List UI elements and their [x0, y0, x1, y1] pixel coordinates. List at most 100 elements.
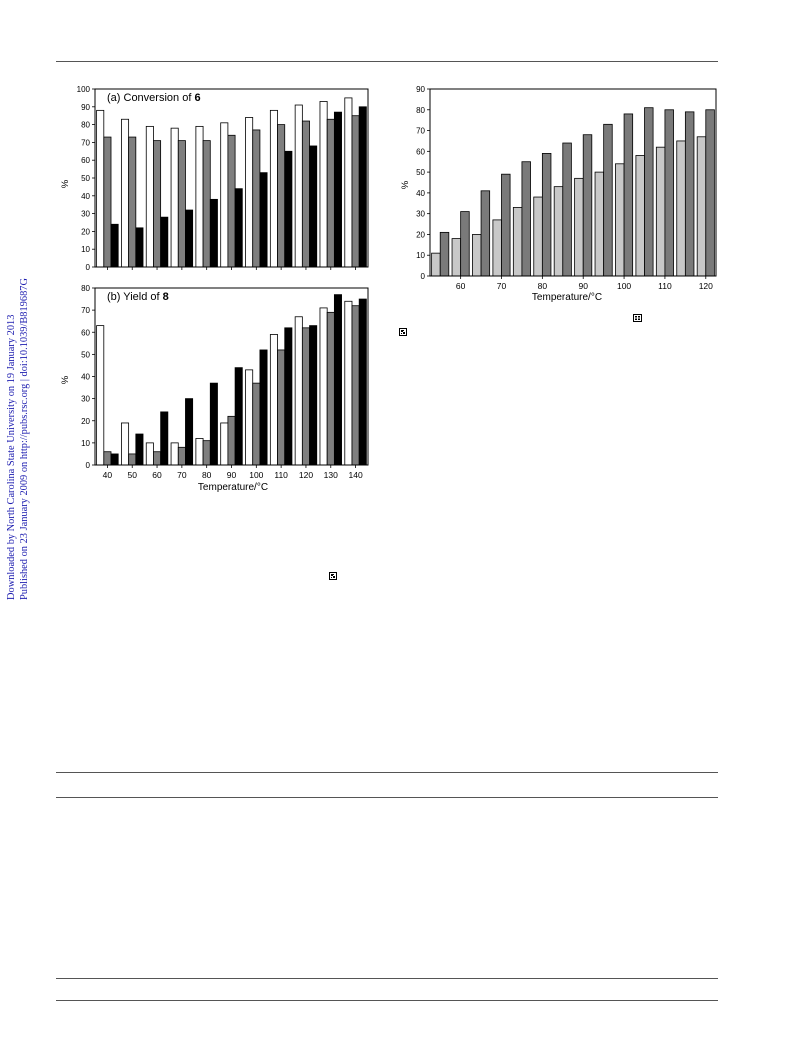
bar [110, 223, 119, 268]
y-tick-label: 0 [86, 461, 91, 470]
bar [170, 442, 179, 466]
bar [351, 305, 360, 466]
bar [195, 125, 204, 268]
y-axis-label: % [60, 375, 71, 384]
y-tick-label: 10 [416, 251, 425, 260]
bar [259, 349, 268, 466]
bar [284, 150, 293, 268]
bar [358, 106, 367, 268]
y-tick-label: 80 [81, 121, 90, 130]
y-tick-label: 40 [81, 373, 90, 382]
bar [96, 325, 105, 466]
checker-icon[interactable] [399, 328, 407, 336]
chart-yield: 0 10 20 30 40 50 60 70 80 40 50 60 70 80 90 100 110 120 1… [60, 284, 369, 493]
rule-3 [56, 797, 718, 798]
y-tick-label: 20 [81, 227, 90, 236]
bar [252, 382, 261, 466]
bar [277, 349, 286, 466]
bar [135, 227, 144, 268]
bar [501, 173, 511, 277]
bar [431, 252, 441, 277]
y-tick-label: 80 [416, 106, 425, 115]
y-tick-label: 40 [81, 192, 90, 201]
y-tick-label: 20 [416, 230, 425, 239]
y-tick-label: 60 [81, 328, 90, 337]
y-tick-label: 100 [77, 85, 91, 94]
bar [344, 97, 353, 268]
bar [635, 155, 645, 277]
bar [326, 311, 335, 466]
x-tick-label: 70 [177, 470, 187, 480]
bar [252, 129, 261, 268]
x-tick-label: 90 [227, 470, 237, 480]
x-tick-label: 120 [299, 470, 313, 480]
x-tick-label: 130 [324, 470, 338, 480]
bottom-rule [56, 1000, 718, 1001]
download-line[interactable]: Downloaded by North Carolina State Unive… [6, 314, 17, 600]
y-tick-label: 80 [81, 284, 90, 293]
y-tick-label: 10 [81, 439, 90, 448]
x-tick-label: 120 [699, 281, 713, 291]
x-tick-label: 90 [578, 281, 588, 291]
y-tick-label: 30 [416, 210, 425, 219]
y-axis-label: % [60, 179, 71, 188]
y-tick-label: 90 [416, 85, 425, 94]
publication-line[interactable]: Published on 23 January 2009 on http://p… [18, 278, 30, 600]
x-tick-label: 80 [202, 470, 212, 480]
x-tick-label: 70 [497, 281, 507, 291]
bar [220, 422, 229, 466]
bar [170, 127, 179, 268]
x-tick-label: 100 [249, 470, 263, 480]
bar [541, 153, 552, 277]
bar [220, 122, 229, 268]
bar [145, 125, 154, 268]
x-tick-label: 110 [274, 470, 288, 480]
bar [574, 177, 584, 277]
bar [209, 382, 218, 466]
bar [259, 172, 268, 268]
bar [177, 446, 186, 466]
y-tick-label: 90 [81, 103, 90, 112]
bar [644, 107, 654, 277]
y-tick-label: 60 [416, 147, 425, 156]
x-tick-label: 100 [617, 281, 631, 291]
y-tick-label: 70 [81, 306, 90, 315]
bar [234, 367, 243, 466]
bar [269, 109, 278, 268]
bar [344, 300, 353, 466]
bar [309, 325, 318, 466]
bar [202, 140, 211, 268]
bar [351, 115, 360, 268]
plot-frame [94, 88, 369, 268]
bar [128, 136, 137, 268]
bar [202, 440, 211, 466]
bar [439, 231, 450, 277]
bar [209, 198, 218, 268]
grid-icon[interactable] [633, 314, 642, 322]
bar [245, 369, 254, 466]
bar [153, 140, 162, 268]
bar [655, 146, 666, 277]
top-rule [56, 61, 718, 62]
bar [153, 451, 162, 466]
y-tick-label: 40 [416, 189, 425, 198]
bar [301, 120, 310, 268]
x-tick-label: 60 [456, 281, 466, 291]
y-tick-label: 0 [421, 272, 426, 281]
bar [582, 134, 593, 277]
rule-2 [56, 772, 718, 773]
bar [160, 411, 169, 466]
plot-frame [429, 88, 717, 277]
bar [309, 145, 318, 268]
checker-icon[interactable] [329, 572, 337, 580]
bar [294, 104, 303, 268]
bar [684, 111, 695, 277]
y-tick-label: 50 [416, 168, 425, 177]
bar [245, 117, 254, 268]
bar [185, 398, 194, 466]
bar [553, 186, 564, 277]
y-tick-label: 0 [86, 263, 91, 272]
y-tick-label: 10 [81, 245, 90, 254]
bar [177, 140, 186, 268]
